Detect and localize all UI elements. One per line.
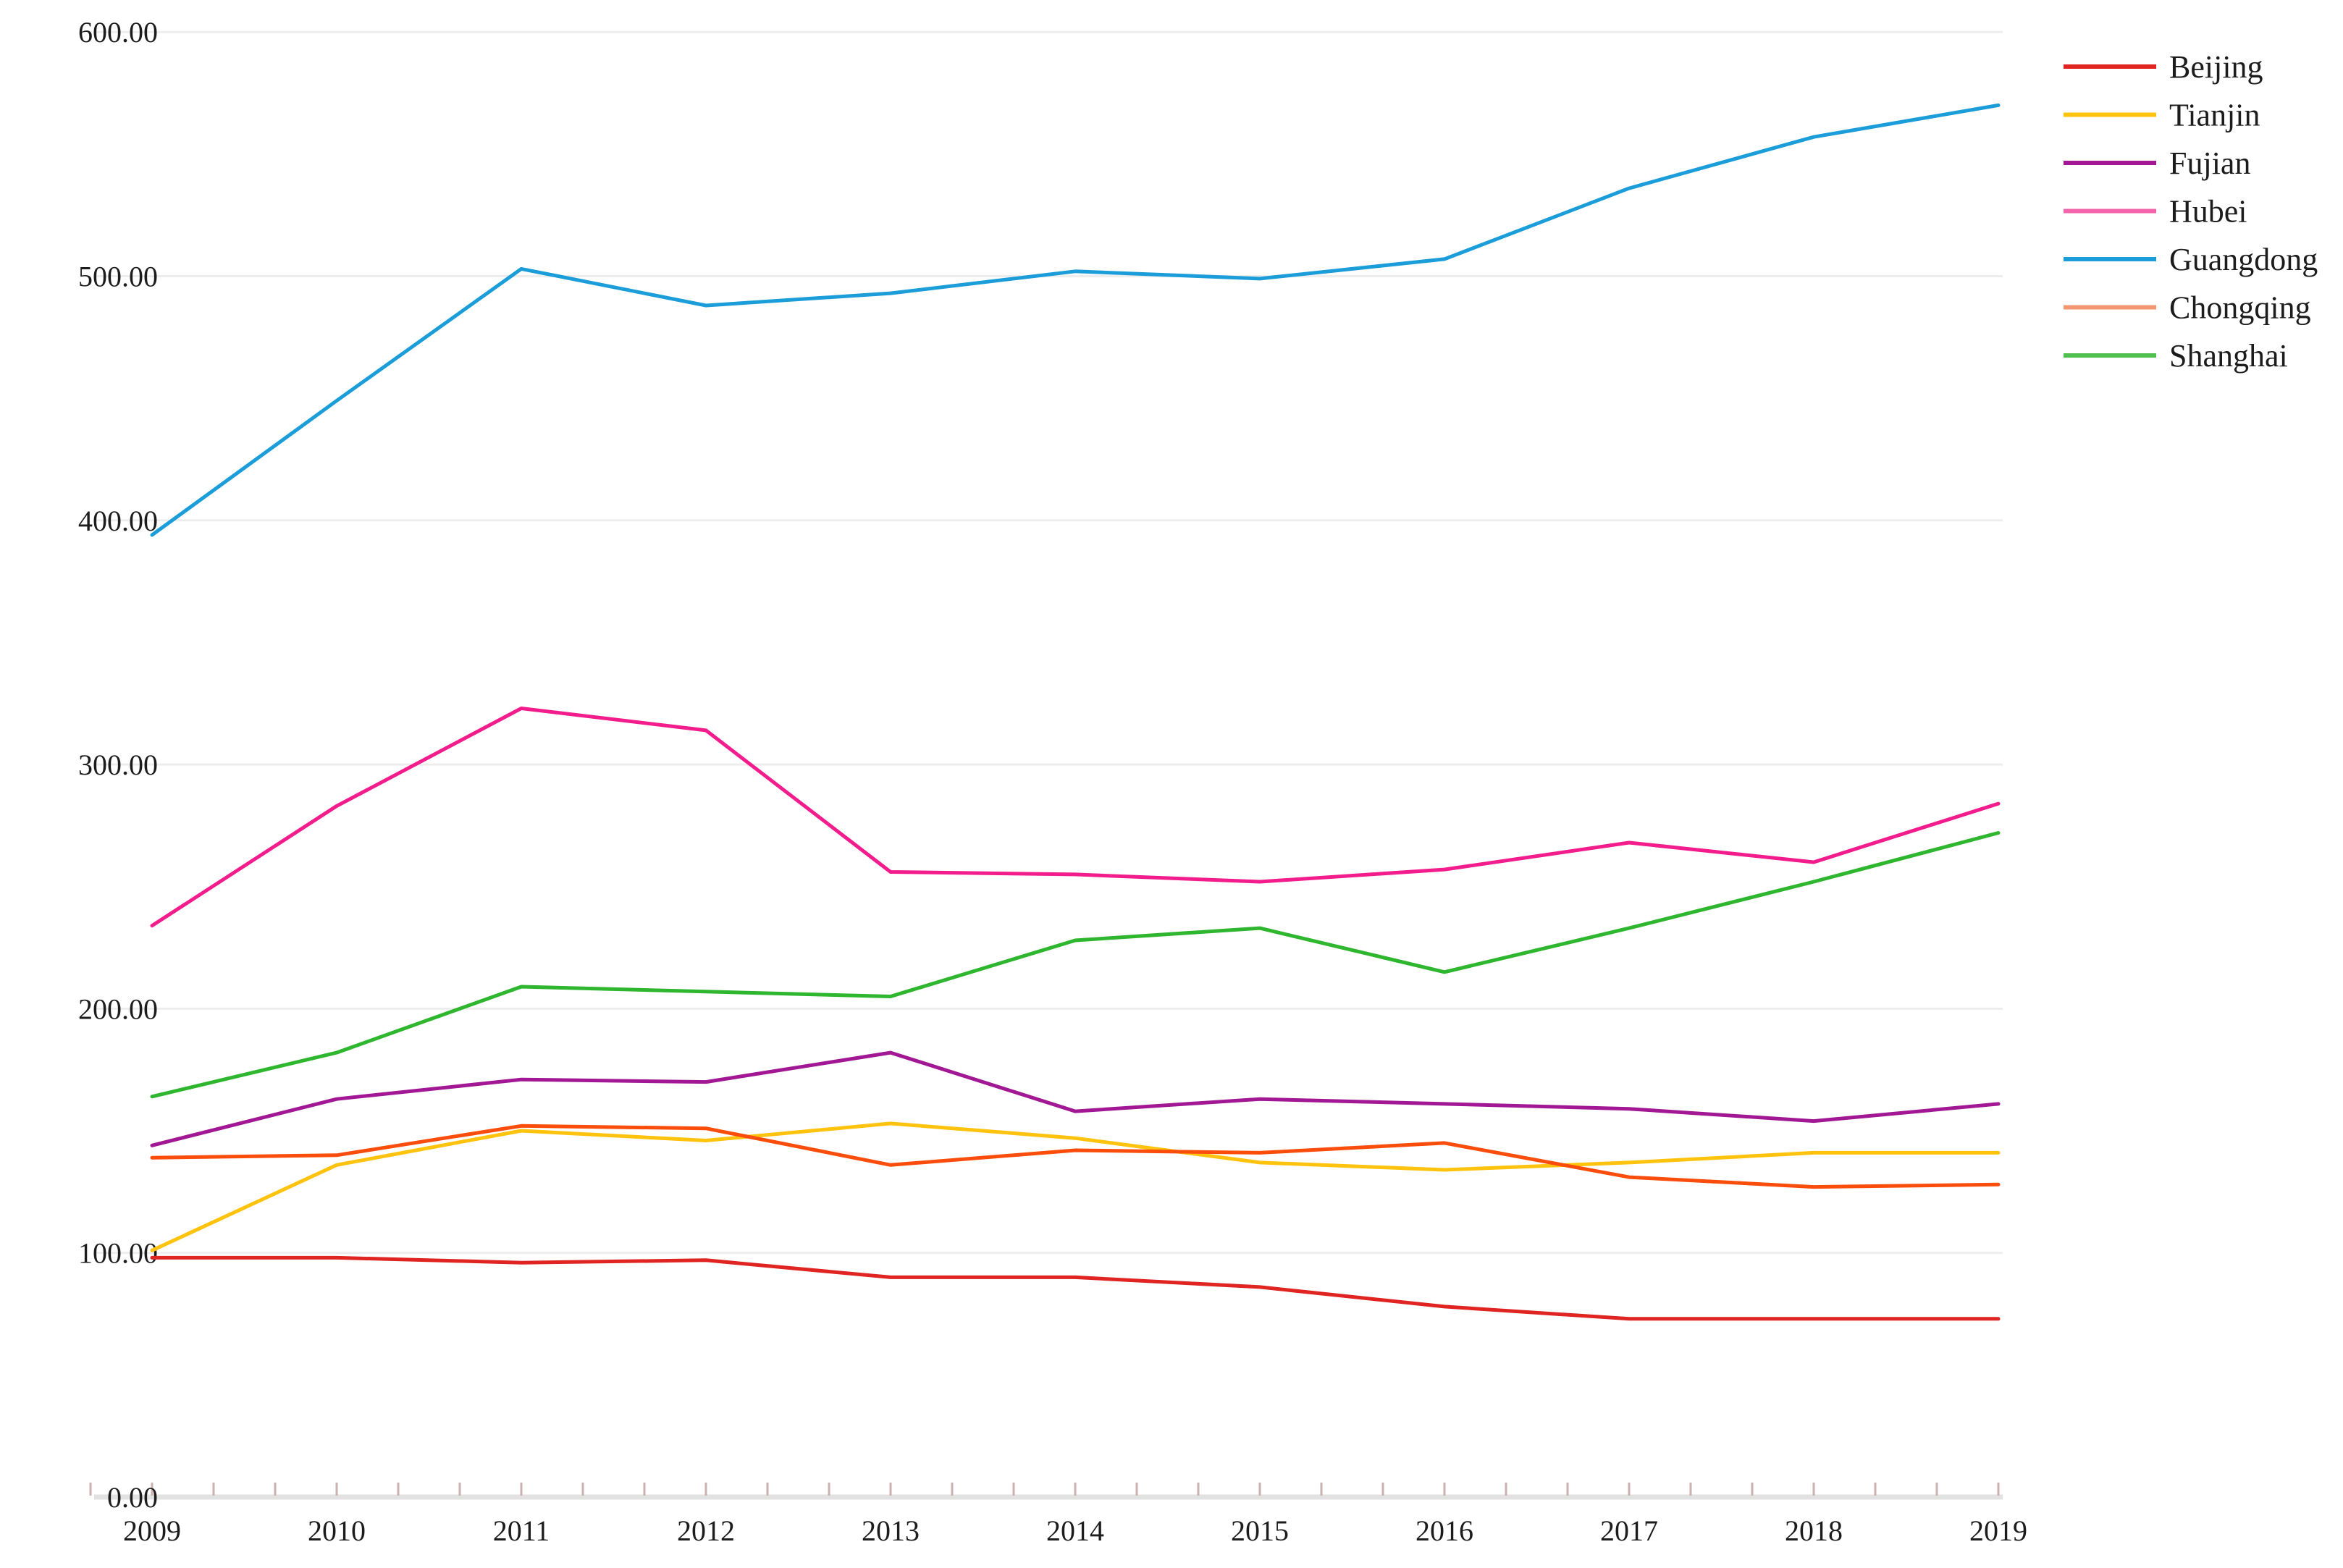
y-axis-label: 0.00: [107, 1481, 158, 1514]
legend-label: Shanghai: [2169, 338, 2288, 374]
x-axis-label: 2011: [493, 1514, 550, 1547]
y-axis-label: 100.00: [78, 1237, 158, 1270]
x-axis-label: 2017: [1600, 1514, 1658, 1547]
legend-label: Beijing: [2169, 49, 2263, 85]
series-line-tianjin: [150, 1121, 2001, 1252]
x-axis-label: 2016: [1416, 1514, 1473, 1547]
x-axis-label: 2015: [1231, 1514, 1289, 1547]
legend-item-shanghai: Shanghai: [2064, 338, 2288, 374]
x-axis-label: 2019: [1969, 1514, 2027, 1547]
x-axis-label: 2010: [308, 1514, 366, 1547]
legend-label: Fujian: [2169, 146, 2250, 181]
y-axis-label: 500.00: [78, 261, 158, 293]
legend-label: Guangdong: [2169, 242, 2318, 277]
y-axis-label: 200.00: [78, 992, 158, 1025]
legend-item-guangdong: Guangdong: [2064, 242, 2318, 277]
series-line-guangdong: [150, 103, 2001, 537]
series-line-hubei: [150, 707, 2001, 928]
x-axis-label: 2014: [1046, 1514, 1104, 1547]
y-axis-label: 400.00: [78, 505, 158, 537]
y-axis-label: 600.00: [78, 16, 158, 49]
legend-item-fujian: Fujian: [2064, 146, 2250, 181]
legend-item-chongqing: Chongqing: [2064, 290, 2311, 326]
series-line-fujian: [150, 1050, 2001, 1147]
y-axis-label: 300.00: [78, 749, 158, 781]
legend-label: Hubei: [2169, 194, 2247, 229]
series-line-beijing: [150, 1255, 2001, 1321]
x-axis-label: 2013: [862, 1514, 920, 1547]
legend-label: Tianjin: [2169, 98, 2260, 133]
x-axis-label: 2012: [677, 1514, 735, 1547]
legend-item-beijing: Beijing: [2064, 49, 2263, 85]
series-line-chongqing: [150, 1124, 2001, 1189]
series-line-shanghai: [150, 831, 2001, 1099]
x-axis-label: 2018: [1785, 1514, 1843, 1547]
legend-label: Chongqing: [2169, 290, 2311, 326]
legend-item-hubei: Hubei: [2064, 194, 2247, 229]
x-axis-label: 2009: [123, 1514, 181, 1547]
legend-item-tianjin: Tianjin: [2064, 98, 2260, 133]
